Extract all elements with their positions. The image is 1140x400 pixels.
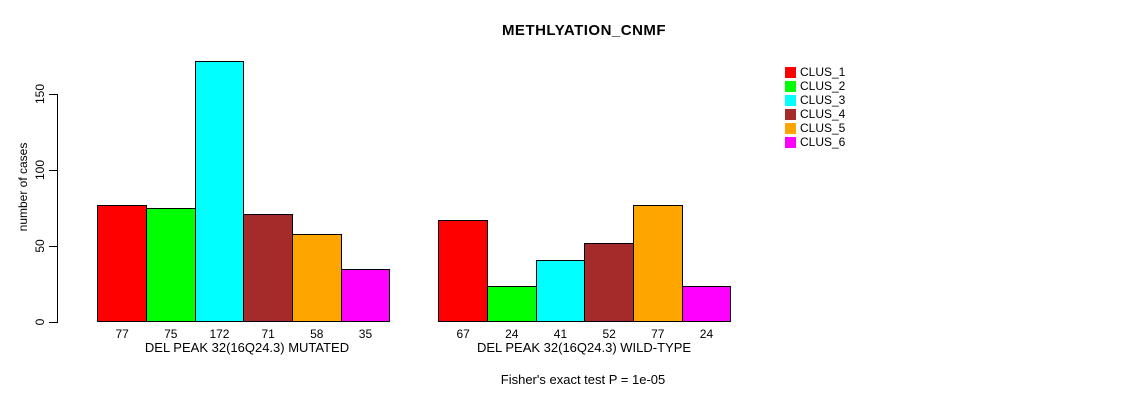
legend-swatch-clus_4 — [785, 108, 796, 120]
bar-clus_4-group1 — [243, 214, 293, 322]
legend-label: CLUS_1 — [800, 65, 846, 79]
bar-clus_5-group2 — [632, 204, 683, 322]
legend-swatch-clus_6 — [785, 136, 796, 148]
bar-clus_5-group1 — [291, 233, 342, 322]
y-axis-line — [57, 94, 58, 323]
bar-clus_2-group1 — [145, 208, 196, 322]
legend: CLUS_1 CLUS_2 CLUS_3 CLUS_4 CLUS_5 CLUS_6 — [785, 65, 845, 149]
bar-value-label: 24 — [699, 327, 714, 341]
bar-value-label: 41 — [553, 327, 568, 341]
bar-value-label: 35 — [358, 327, 373, 341]
legend-label: CLUS_3 — [800, 93, 846, 107]
y-axis-tick — [49, 93, 57, 95]
bar-clus_3-group2 — [535, 259, 586, 322]
group-label-mutated: DEL PEAK 32(16Q24.3) MUTATED — [144, 340, 350, 355]
y-tick-label: 0 — [33, 318, 47, 326]
legend-row: CLUS_1 — [785, 65, 845, 79]
y-tick-label: 50 — [33, 239, 47, 253]
legend-label: CLUS_4 — [800, 107, 846, 121]
bar-value-label: 71 — [261, 327, 275, 341]
y-tick-label: 150 — [33, 83, 47, 105]
legend-swatch-clus_3 — [785, 94, 796, 106]
bar-clus_3-group1 — [194, 60, 245, 322]
bar-clus_6-group1 — [340, 268, 391, 322]
bar-clus_4-group2 — [584, 242, 634, 322]
legend-row: CLUS_4 — [785, 107, 845, 121]
legend-swatch-clus_1 — [785, 66, 796, 78]
group-label-wild-type: DEL PEAK 32(16Q24.3) WILD-TYPE — [476, 340, 692, 355]
y-axis-tick — [49, 245, 57, 247]
fisher-test-annotation: Fisher's exact test P = 1e-05 — [500, 372, 666, 387]
bar-clus_1-group1 — [97, 204, 147, 322]
legend-label: CLUS_6 — [800, 135, 846, 149]
bar-clus_6-group2 — [681, 285, 732, 322]
bar-value-label: 172 — [209, 327, 230, 341]
legend-label: CLUS_5 — [800, 121, 846, 135]
legend-swatch-clus_5 — [785, 122, 796, 134]
legend-row: CLUS_3 — [785, 93, 845, 107]
y-tick-label: 100 — [33, 159, 47, 181]
bar-value-label: 67 — [456, 327, 470, 341]
chart-title: METHLYATION_CNMF — [501, 22, 667, 39]
bar-value-label: 52 — [602, 327, 616, 341]
legend-row: CLUS_6 — [785, 135, 845, 149]
bar-clus_1-group2 — [438, 220, 488, 322]
bar-clus_2-group2 — [486, 285, 537, 322]
legend-swatch-clus_2 — [785, 80, 796, 92]
bar-value-label: 77 — [115, 327, 129, 341]
bar-value-label: 58 — [310, 327, 324, 341]
legend-row: CLUS_5 — [785, 121, 845, 135]
y-axis-tick — [49, 321, 57, 323]
y-axis-tick — [49, 169, 57, 171]
legend-label: CLUS_2 — [800, 79, 846, 93]
bar-value-label: 24 — [505, 327, 519, 341]
bar-value-label: 77 — [651, 327, 665, 341]
bar-value-label: 75 — [164, 327, 178, 341]
y-axis-label: number of cases — [16, 142, 30, 232]
legend-row: CLUS_2 — [785, 79, 845, 93]
